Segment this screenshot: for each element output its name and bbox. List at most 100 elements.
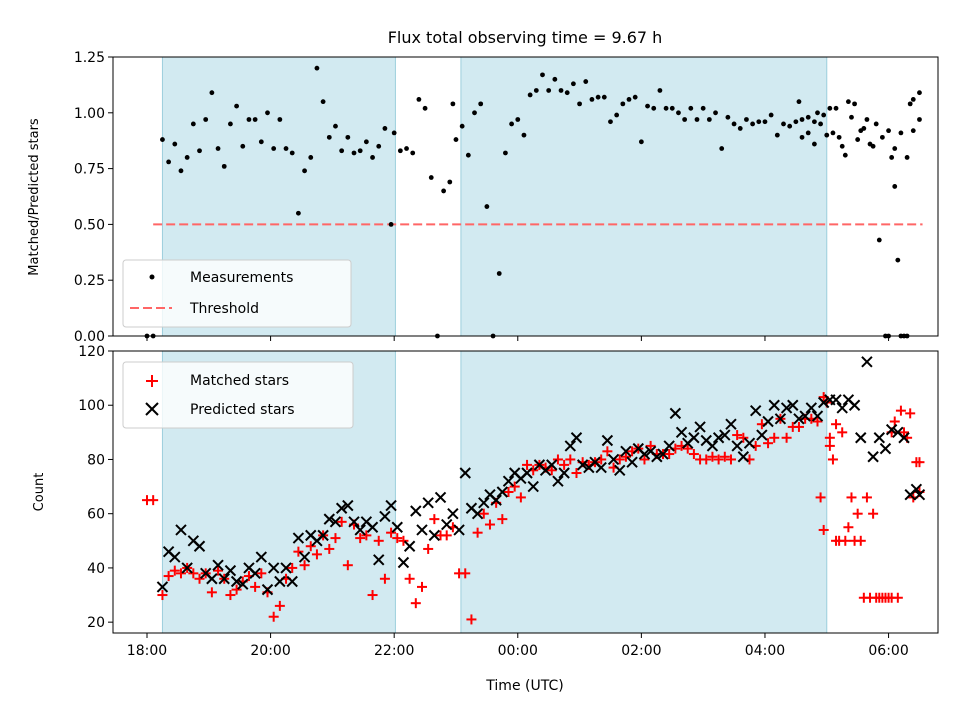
measurement-point	[725, 114, 731, 120]
predicted-marker	[737, 451, 750, 463]
measurement-point	[904, 155, 910, 160]
matched-marker	[883, 592, 894, 603]
matched-marker	[868, 508, 879, 519]
ratio-x-ticks	[146, 336, 890, 341]
matched-marker	[713, 454, 724, 465]
predicted-marker	[206, 573, 218, 585]
predicted-marker	[885, 423, 898, 436]
predicted-marker	[329, 516, 342, 528]
count-panel: 20 40 60 80 100 120 18:00 20:00 22:00 00:00 02:00…	[32, 344, 939, 694]
predicted-marker	[867, 451, 879, 463]
count-y-tick-label: 120	[78, 344, 105, 360]
measurement-point	[907, 101, 913, 107]
ratio-y-tick-label: 0.75	[74, 162, 105, 178]
legend-measurement-marker	[149, 274, 155, 280]
matched-marker	[225, 590, 236, 601]
predicted-marker	[267, 562, 280, 574]
measurement-point	[333, 123, 338, 129]
observing-intervals-count	[161, 350, 828, 634]
matched-marker	[732, 430, 743, 441]
matched-marker	[163, 571, 174, 582]
observing-interval	[460, 56, 828, 337]
predicted-marker	[861, 356, 873, 368]
matched-marker	[682, 443, 693, 454]
predicted-marker	[496, 486, 509, 498]
predicted-marker	[298, 551, 311, 563]
matched-marker	[379, 573, 390, 584]
matched-marker	[701, 454, 712, 465]
legend-measurements-label: Measurements	[190, 270, 293, 286]
predicted-marker	[787, 399, 799, 411]
matched-marker	[664, 449, 675, 460]
matched-marker	[148, 495, 159, 506]
predicted-marker	[898, 432, 910, 444]
predicted-marker	[731, 440, 743, 452]
matched-marker	[299, 560, 310, 571]
measurement-point	[496, 271, 502, 276]
measurement-point	[465, 152, 471, 158]
predicted-marker	[280, 562, 292, 574]
matched-marker	[719, 451, 730, 462]
matched-marker	[522, 459, 533, 470]
measurement-point	[910, 97, 916, 102]
predicted-marker	[688, 432, 700, 444]
measurement-point	[719, 146, 725, 151]
matched-marker	[330, 533, 341, 544]
measurement-point	[515, 117, 521, 122]
chart-title: Flux total observing time = 9.67 h	[388, 28, 663, 47]
measurement-point	[805, 114, 811, 120]
measurement-point	[858, 128, 864, 134]
measurement-point	[484, 204, 490, 209]
measurement-point	[827, 105, 833, 111]
measurement-point	[676, 110, 681, 116]
predicted-marker	[576, 459, 589, 471]
predicted-marker	[595, 461, 607, 474]
matched-marker	[274, 600, 285, 611]
matched-marker	[552, 454, 563, 465]
x-tick-label: 18:00	[127, 643, 167, 659]
matched-marker	[827, 454, 838, 465]
count-legend: Matched stars Predicted stars	[122, 361, 354, 429]
matched-marker	[268, 611, 279, 622]
legend-matched-label: Matched stars	[190, 373, 289, 389]
matched-marker	[231, 584, 242, 595]
predicted-marker	[743, 437, 756, 449]
predicted-marker	[663, 440, 675, 452]
measurement-point	[570, 81, 576, 87]
predicted-marker	[224, 564, 237, 577]
matched-marker	[484, 519, 495, 530]
predicted-marker	[694, 421, 706, 433]
measurement-point	[750, 121, 756, 127]
predicted-marker	[317, 529, 329, 542]
predicted-markers	[156, 356, 926, 596]
measurement-point	[756, 119, 762, 125]
predicted-marker	[558, 467, 570, 479]
measurement-point	[533, 88, 539, 93]
measurement-point	[799, 134, 805, 140]
predicted-marker	[441, 518, 453, 531]
predicted-marker	[471, 507, 484, 520]
measurement-point	[203, 117, 209, 122]
count-x-axis: 18:00 20:00 22:00 00:00 02:00 04:00 06:00	[127, 633, 909, 659]
measurement-point	[320, 99, 326, 105]
predicted-marker	[564, 440, 577, 452]
matched-marker	[398, 535, 409, 546]
measurement-point	[546, 88, 552, 93]
matched-marker	[342, 560, 353, 571]
measurement-point	[845, 99, 851, 105]
matched-marker	[373, 535, 384, 546]
predicted-marker	[552, 475, 564, 487]
predicted-marker	[910, 483, 923, 495]
measurement-point	[713, 110, 718, 116]
matched-markers	[141, 392, 925, 625]
matched-marker	[188, 568, 199, 579]
predicted-marker	[817, 396, 830, 409]
predicted-marker	[391, 521, 403, 533]
measurement-point	[818, 121, 823, 127]
matched-marker	[645, 440, 656, 451]
predicted-marker	[805, 402, 818, 414]
measurement-point	[839, 143, 845, 149]
measurement-point	[326, 134, 332, 140]
matched-marker	[815, 492, 826, 503]
measurement-point	[295, 210, 301, 216]
